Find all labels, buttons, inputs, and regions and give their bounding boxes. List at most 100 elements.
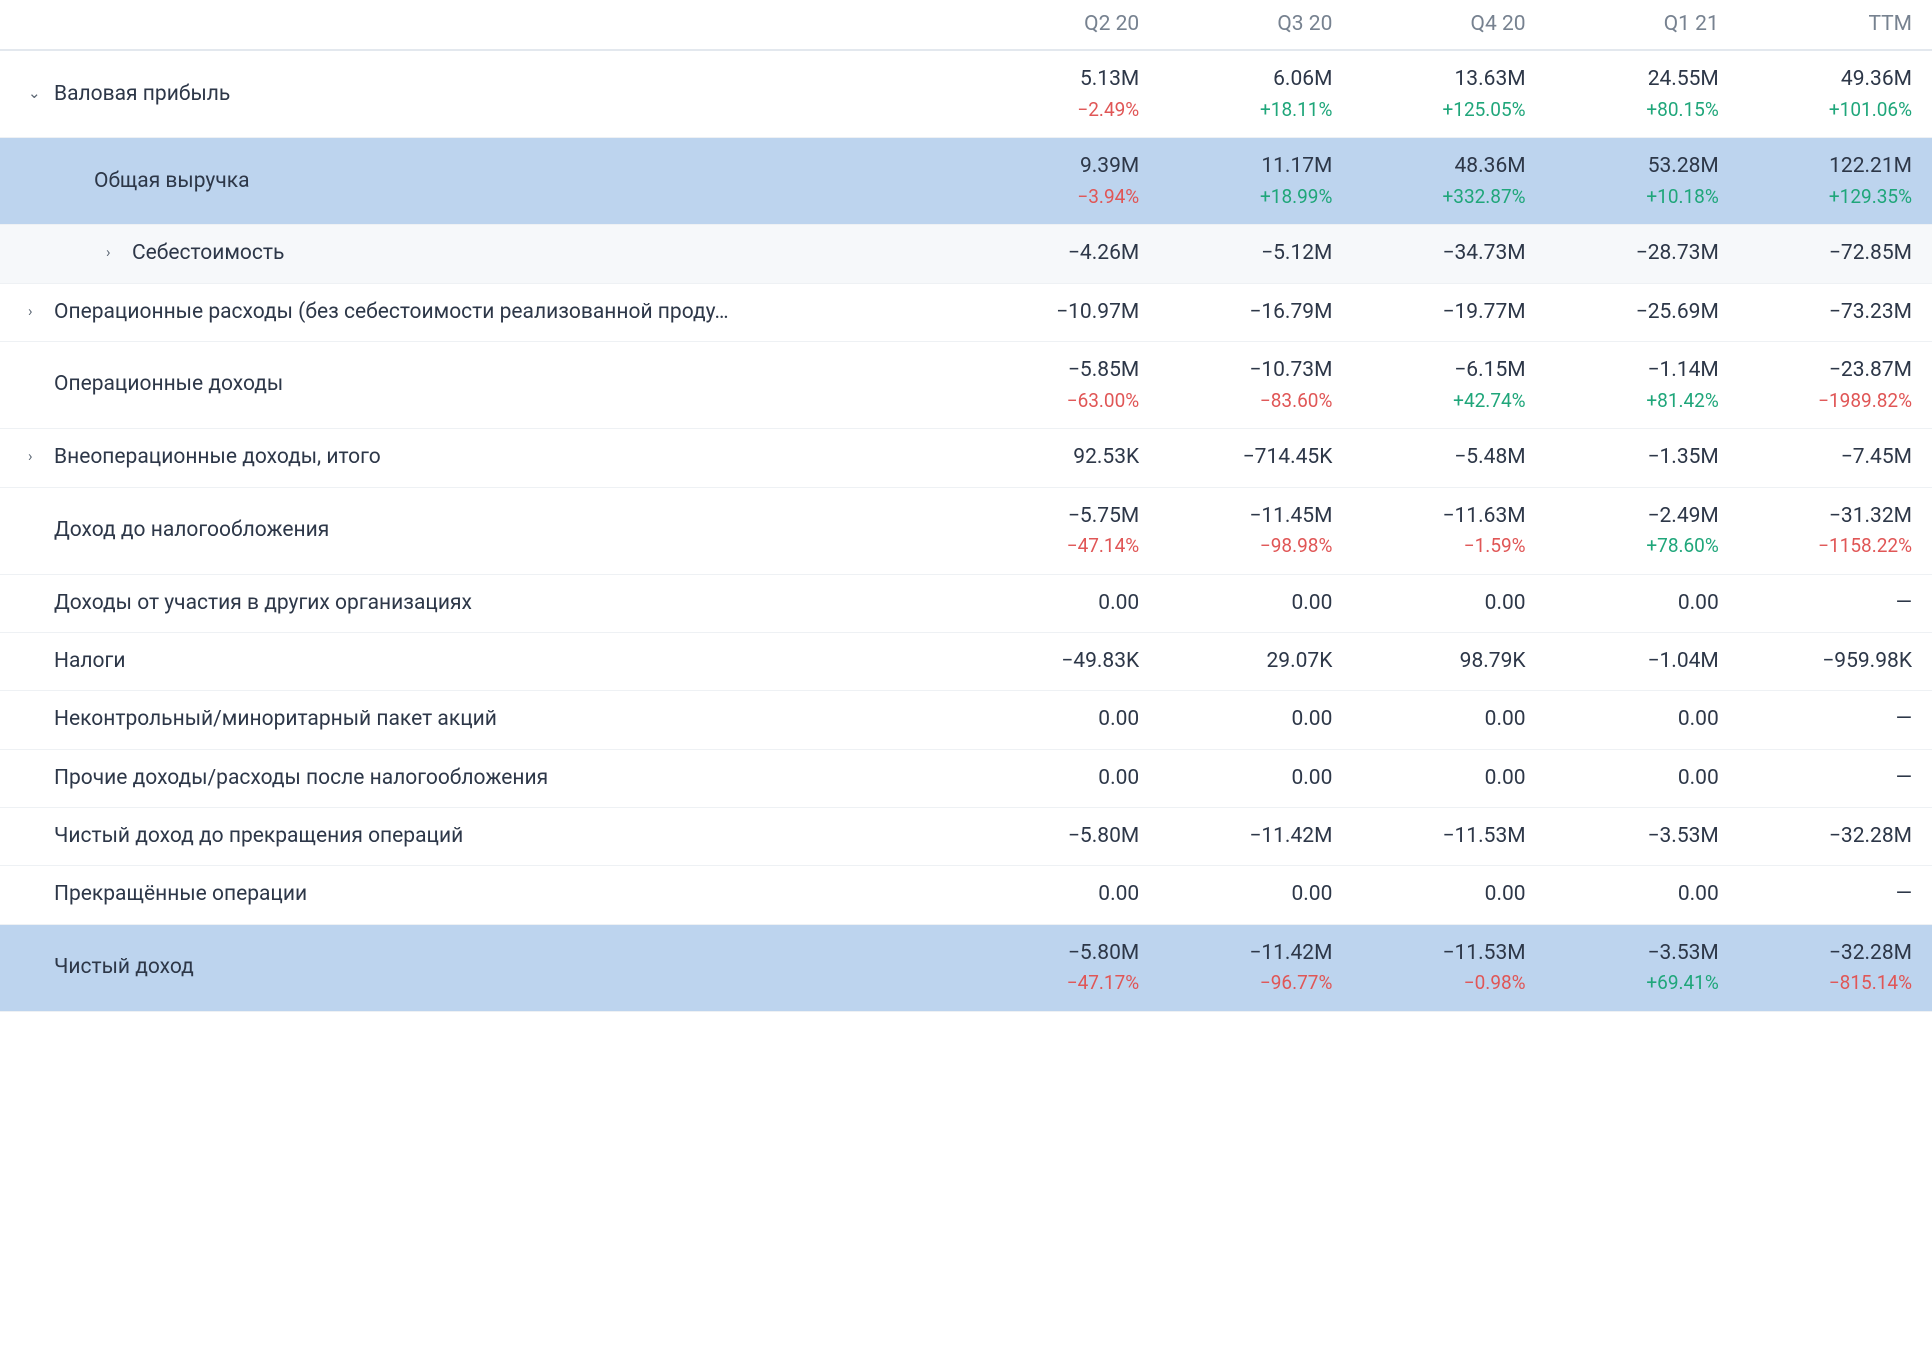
- row-change: +42.74%: [1362, 388, 1525, 415]
- value-cell: −10.97M: [966, 284, 1159, 342]
- value-cell: −4.26M: [966, 225, 1159, 283]
- row-value: −11.53M: [1362, 939, 1525, 968]
- row-value: −5.80M: [976, 939, 1139, 968]
- row-change: −2.49%: [976, 97, 1139, 124]
- value-cell: −1.14M+81.42%: [1546, 342, 1739, 429]
- row-label: Себестоимость: [132, 241, 284, 265]
- row-value: −5.85M: [976, 356, 1139, 385]
- row-label-cell: Доход до налогообложения: [0, 488, 966, 575]
- row-change: −0.98%: [1362, 970, 1525, 997]
- financials-table: Q2 20 Q3 20 Q4 20 Q1 21 TTM ⌄Валовая при…: [0, 0, 1932, 1012]
- value-cell: 122.21M+129.35%: [1739, 138, 1932, 225]
- row-value: 13.63M: [1362, 65, 1525, 94]
- row-label-cell: Налоги: [0, 633, 966, 691]
- row-label-cell[interactable]: › Себестоимость: [0, 225, 966, 283]
- chevron-right-icon[interactable]: ›: [28, 301, 46, 322]
- value-cell: 0.00: [1352, 691, 1545, 749]
- row-value: 0.00: [1362, 880, 1525, 909]
- row-value: 0.00: [1169, 764, 1332, 793]
- row-change: −47.17%: [976, 970, 1139, 997]
- col-header[interactable]: TTM: [1739, 0, 1932, 51]
- row-label-cell[interactable]: › Операционные расходы (без себестоимости…: [0, 284, 966, 342]
- row-label: Налоги: [54, 649, 125, 673]
- value-cell: −2.49M+78.60%: [1546, 488, 1739, 575]
- value-cell: −3.53M+69.41%: [1546, 925, 1739, 1012]
- row-value: 0.00: [1362, 589, 1525, 618]
- row-value: 11.17M: [1169, 152, 1332, 181]
- row-value: 0.00: [1556, 589, 1719, 618]
- row-value: 0.00: [976, 705, 1139, 734]
- value-cell: 11.17M+18.99%: [1159, 138, 1352, 225]
- value-cell: −5.48M: [1352, 429, 1545, 487]
- row-value: 0.00: [1556, 880, 1719, 909]
- chevron-down-icon[interactable]: ⌄: [28, 83, 46, 104]
- col-header[interactable]: Q4 20: [1352, 0, 1545, 51]
- value-cell: —: [1739, 866, 1932, 924]
- row-value: 0.00: [976, 589, 1139, 618]
- value-cell: 0.00: [1352, 866, 1545, 924]
- value-cell: −49.83K: [966, 633, 1159, 691]
- value-cell: −11.63M−1.59%: [1352, 488, 1545, 575]
- value-cell: −11.53M: [1352, 808, 1545, 866]
- row-label-cell: Чистый доход до прекращения операций: [0, 808, 966, 866]
- col-header[interactable]: Q3 20: [1159, 0, 1352, 51]
- col-header[interactable]: Q2 20: [966, 0, 1159, 51]
- row-value: −34.73M: [1362, 239, 1525, 268]
- row-value: −19.77M: [1362, 298, 1525, 327]
- value-cell: −23.87M−1989.82%: [1739, 342, 1932, 429]
- row-label: Операционные расходы (без себестоимости …: [54, 298, 729, 327]
- row-value: −11.63M: [1362, 502, 1525, 531]
- row-value: −32.28M: [1749, 939, 1912, 968]
- value-cell: 0.00: [1546, 866, 1739, 924]
- row-change: −98.98%: [1169, 533, 1332, 560]
- value-cell: 0.00: [1159, 575, 1352, 633]
- value-cell: −714.45K: [1159, 429, 1352, 487]
- row-value: −3.53M: [1556, 822, 1719, 851]
- row-value: −32.28M: [1749, 822, 1912, 851]
- chevron-right-icon[interactable]: ›: [106, 242, 124, 263]
- row-change: −1989.82%: [1749, 388, 1912, 415]
- value-cell: −7.45M: [1739, 429, 1932, 487]
- row-label: Неконтрольный/миноритарный пакет акций: [54, 707, 497, 731]
- row-value: 6.06M: [1169, 65, 1332, 94]
- row-value: 53.28M: [1556, 152, 1719, 181]
- table-row-cost-of-goods[interactable]: ›Себестоимость−4.26M−5.12M−34.73M−28.73M…: [0, 225, 1932, 283]
- row-value: —: [1749, 880, 1912, 909]
- value-cell: —: [1739, 750, 1932, 808]
- table-row-gross-profit[interactable]: ⌄Валовая прибыль5.13M−2.49%6.06M+18.11%1…: [0, 51, 1932, 138]
- row-value: −11.53M: [1362, 822, 1525, 851]
- row-value: 5.13M: [976, 65, 1139, 94]
- value-cell: 0.00: [1352, 750, 1545, 808]
- row-value: 98.79K: [1362, 647, 1525, 676]
- value-cell: —: [1739, 575, 1932, 633]
- value-cell: 98.79K: [1352, 633, 1545, 691]
- value-cell: −5.80M−47.17%: [966, 925, 1159, 1012]
- row-value: —: [1749, 764, 1912, 793]
- row-label: Внеоперационные доходы, итого: [54, 445, 381, 469]
- value-cell: 0.00: [1352, 575, 1545, 633]
- row-label-cell: Прекращённые операции: [0, 866, 966, 924]
- row-label: Прекращённые операции: [54, 882, 307, 906]
- row-value: −11.42M: [1169, 822, 1332, 851]
- table-row-non-op-income[interactable]: ›Внеоперационные доходы, итого92.53K−714…: [0, 429, 1932, 487]
- table-row-opex[interactable]: › Операционные расходы (без себестоимости…: [0, 284, 1932, 342]
- row-change: +10.18%: [1556, 184, 1719, 211]
- row-value: −5.80M: [976, 822, 1139, 851]
- table-row-equity-in-subs: Доходы от участия в других организациях0…: [0, 575, 1932, 633]
- value-cell: 29.07K: [1159, 633, 1352, 691]
- value-cell: 48.36M+332.87%: [1352, 138, 1545, 225]
- chevron-right-icon[interactable]: ›: [28, 446, 46, 467]
- row-value: −10.97M: [976, 298, 1139, 327]
- row-change: +80.15%: [1556, 97, 1719, 124]
- value-cell: 53.28M +10.18%: [1546, 138, 1739, 225]
- value-cell: —: [1739, 691, 1932, 749]
- table-row-operating-income: Операционные доходы−5.85M−63.00%−10.73M−…: [0, 342, 1932, 429]
- row-label-cell[interactable]: ⌄Валовая прибыль: [0, 51, 966, 138]
- value-cell: −31.32M−1158.22%: [1739, 488, 1932, 575]
- value-cell: −32.28M−815.14%: [1739, 925, 1932, 1012]
- col-header[interactable]: Q1 21: [1546, 0, 1739, 51]
- row-change: −47.14%: [976, 533, 1139, 560]
- value-cell: −6.15M+42.74%: [1352, 342, 1545, 429]
- row-label-cell[interactable]: › Внеоперационные доходы, итого: [0, 429, 966, 487]
- row-value: −10.73M: [1169, 356, 1332, 385]
